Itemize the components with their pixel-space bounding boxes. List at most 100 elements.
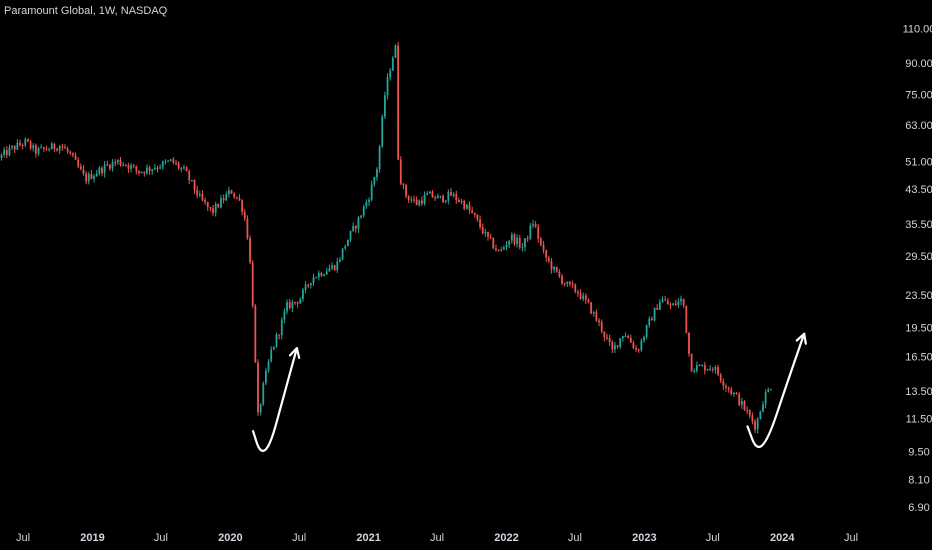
candle-body: [492, 237, 495, 249]
candle-body: [193, 179, 196, 190]
candle-body: [407, 196, 410, 200]
candle-body: [489, 236, 492, 238]
candle-body: [468, 204, 471, 211]
candle-body: [534, 224, 537, 227]
candle-body: [624, 336, 627, 338]
candle-body: [16, 142, 19, 150]
candle-body: [352, 225, 355, 231]
candle-body: [748, 410, 751, 416]
candle-body: [146, 167, 148, 174]
candle-body: [50, 143, 53, 150]
candle-body: [304, 284, 307, 290]
candle-body: [119, 159, 122, 165]
candle-body: [159, 167, 162, 169]
x-tick-label: Jul: [16, 532, 30, 544]
candle-body: [323, 274, 325, 276]
candle-body: [220, 198, 222, 208]
x-tick-label: Jul: [430, 532, 444, 544]
candle-body: [770, 389, 772, 391]
candle-body: [740, 401, 743, 405]
candle-body: [693, 370, 696, 372]
y-tick-label: 75.00: [905, 90, 932, 102]
candle-body: [45, 148, 48, 150]
candle-body: [426, 193, 429, 196]
candle-body: [547, 257, 550, 261]
candle-body: [743, 401, 746, 411]
candle-body: [114, 161, 117, 163]
candle-body: [79, 166, 82, 170]
candle-body: [164, 161, 167, 163]
candle-body: [270, 349, 273, 362]
candle-body: [505, 245, 508, 248]
candle-body: [751, 415, 754, 422]
candle-body: [656, 307, 659, 310]
candle-body: [632, 342, 635, 349]
candle-body: [637, 349, 640, 351]
candle-body: [518, 237, 521, 248]
candle-body: [381, 116, 384, 147]
candle-body: [190, 179, 193, 181]
candle-body: [550, 260, 553, 270]
candle-body: [672, 303, 674, 306]
candle-body: [524, 238, 526, 248]
candle-body: [204, 200, 207, 203]
candle-body: [77, 159, 80, 167]
candle-body: [690, 353, 693, 372]
y-tick-label: 90.00: [905, 58, 932, 70]
candle-body: [415, 199, 418, 205]
x-tick-label: Jul: [706, 532, 720, 544]
candle-body: [487, 231, 489, 237]
candle-body: [418, 200, 421, 205]
candle-body: [169, 159, 172, 161]
candle-body: [571, 283, 574, 285]
candle-body: [177, 163, 180, 169]
candle-body: [267, 361, 270, 371]
candle-body: [495, 248, 497, 251]
candle-body: [452, 194, 455, 196]
candle-body: [230, 190, 233, 194]
x-tick-label: 2020: [218, 532, 242, 544]
candle-body: [40, 147, 43, 149]
candle-body: [383, 95, 386, 117]
candle-body: [434, 197, 437, 199]
candle-body: [584, 295, 587, 300]
candle-body: [64, 147, 66, 149]
candle-body: [537, 226, 540, 239]
candle-body: [391, 57, 394, 71]
y-tick-label: 63.00: [905, 120, 932, 132]
candle-body: [444, 200, 447, 202]
candles-layer: [0, 41, 772, 434]
candle-body: [460, 201, 463, 203]
candle-body: [87, 173, 90, 182]
arrowhead-icon: [795, 332, 807, 345]
candle-body: [153, 168, 156, 170]
candle-body: [762, 404, 764, 412]
candle-body: [479, 219, 481, 228]
candle-body: [566, 281, 569, 284]
candle-body: [577, 291, 579, 294]
candle-body: [61, 146, 64, 148]
candle-body: [11, 146, 13, 148]
candle-body: [719, 374, 722, 382]
candle-body: [436, 195, 439, 199]
candle-body: [302, 289, 304, 300]
candle-body: [645, 325, 648, 337]
candle-body: [0, 154, 3, 158]
candle-body: [320, 272, 323, 276]
candle-body: [722, 381, 725, 386]
y-tick-label: 8.10: [908, 474, 929, 486]
candle-body: [733, 392, 735, 394]
y-tick-label: 11.50: [906, 414, 932, 426]
x-tick-label: 2022: [494, 532, 518, 544]
candle-body: [254, 305, 257, 363]
candle-body: [288, 302, 291, 309]
candle-body: [621, 336, 624, 339]
candle-body: [600, 322, 603, 332]
candle-body: [37, 147, 40, 154]
candle-body: [354, 225, 357, 229]
candle-body: [502, 247, 505, 250]
candle-body: [71, 153, 74, 156]
candle-body: [235, 196, 238, 199]
candle-body: [172, 159, 175, 163]
